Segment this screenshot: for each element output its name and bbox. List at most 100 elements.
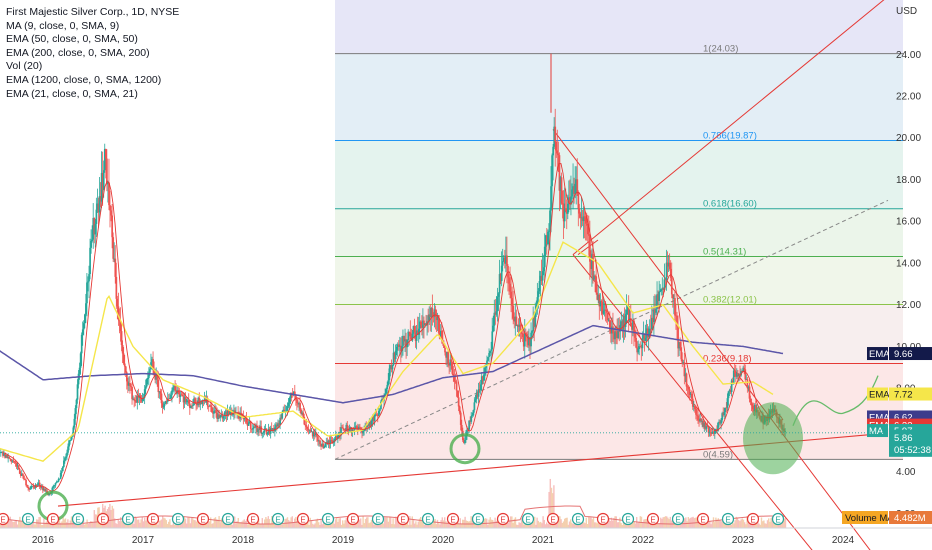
candle-body <box>245 418 248 423</box>
volume-bar <box>183 516 185 528</box>
volume-bar <box>488 519 490 528</box>
legend-item-ema21[interactable]: EMA (21, close, 0, SMA, 21) <box>6 87 138 100</box>
volume-bar <box>357 520 359 528</box>
candle-body <box>430 308 433 318</box>
volume-bar <box>686 521 688 528</box>
candle-body <box>490 349 493 351</box>
candle-body <box>197 397 200 406</box>
candle-body <box>4 452 6 458</box>
volume-bar <box>538 522 541 528</box>
price-badges: EMA9.66EMA7.72EMA6.62EMA6.23MA5.975.8605… <box>0 347 932 524</box>
earnings-marker-letter: E <box>25 516 30 525</box>
legend-item-ema1200[interactable]: EMA (1200, close, 0, SMA, 1200) <box>6 73 162 86</box>
candle-body <box>662 287 665 291</box>
candle-body <box>753 405 756 412</box>
volume-bar <box>446 522 448 528</box>
candle-body <box>561 203 564 205</box>
candle-body <box>475 393 478 400</box>
candle-body <box>569 197 571 205</box>
candle-body <box>511 298 514 306</box>
candle-body <box>575 179 578 184</box>
candle-body <box>196 403 199 406</box>
volume-bar <box>292 522 295 528</box>
volume-bar <box>572 523 574 528</box>
legend-item-ema200[interactable]: EMA (200, close, 0, SMA, 200) <box>6 46 150 59</box>
volume-bar <box>733 523 735 528</box>
volume-bar <box>594 522 596 528</box>
candle-body <box>706 426 709 427</box>
legend-item-ema50[interactable]: EMA (50, close, 0, SMA, 50) <box>6 33 138 46</box>
legend-item-volume[interactable]: Vol (20) <box>6 60 43 73</box>
volume-bar <box>692 516 694 528</box>
earnings-marker-circle <box>471 512 485 526</box>
volume-bar <box>337 521 339 528</box>
channel-cap-line <box>577 239 599 256</box>
volume-bar <box>583 522 585 528</box>
volume-bar <box>531 519 533 528</box>
volume-bar <box>595 522 597 528</box>
candle-body <box>696 414 698 416</box>
earnings-marker-circle <box>46 512 60 526</box>
volume-bar <box>91 521 93 528</box>
volume-bar <box>618 522 620 528</box>
volume-bar <box>715 517 717 528</box>
chart-title[interactable]: First Majestic Silver Corp., 1D, NYSE <box>6 6 180 18</box>
candle-body <box>585 223 588 226</box>
candle-body <box>660 289 663 292</box>
volume-bar <box>349 521 351 528</box>
earnings-marker: E <box>521 512 535 526</box>
candle-body <box>620 321 623 326</box>
legend-item-ma9[interactable]: MA (9, close, 0, SMA, 9) <box>6 19 120 32</box>
candle-body <box>563 208 566 222</box>
candle-body <box>3 452 5 456</box>
candle-body <box>144 386 147 390</box>
candle-body <box>749 398 752 402</box>
candle-body <box>409 332 412 337</box>
time-axis[interactable]: 2016 2017 2018 2019 2020 2021 2022 2023 2024 <box>0 527 932 546</box>
volume-bar <box>114 518 116 528</box>
volume-bar <box>177 522 179 528</box>
candle-body <box>502 257 505 262</box>
earnings-marker-circle <box>771 512 785 526</box>
candle-body <box>109 205 111 211</box>
volume-bar <box>57 517 59 528</box>
candle-body <box>679 341 682 348</box>
volume-bar <box>697 522 699 528</box>
candle-body <box>329 440 332 444</box>
volume-bar <box>130 523 133 528</box>
volume-bar <box>236 521 238 528</box>
earnings-marker-circle <box>196 512 210 526</box>
volume-bar <box>220 518 223 528</box>
volume-bar <box>614 516 616 528</box>
volume-bar <box>742 519 745 528</box>
volume-bar <box>151 524 153 528</box>
volume-bar <box>517 524 519 528</box>
volume-bar <box>578 523 580 528</box>
volume-bar <box>712 517 715 528</box>
candle-body <box>574 183 577 195</box>
candle-body <box>710 433 713 435</box>
volume-bar <box>544 524 547 528</box>
earnings-marker-letter: E <box>525 516 530 525</box>
candle-body <box>75 399 78 409</box>
candle-body <box>28 487 31 490</box>
candle-body <box>643 334 646 342</box>
candle-body <box>95 209 98 224</box>
earnings-marker: E <box>771 512 785 526</box>
volume-bar <box>61 521 63 528</box>
candle-body <box>268 428 271 434</box>
candle-body <box>399 345 401 347</box>
candle-body <box>528 337 530 346</box>
candle-body <box>541 271 544 281</box>
volume-bar <box>162 516 164 528</box>
volume-bar <box>384 516 386 528</box>
volume-bar <box>300 524 302 528</box>
volume-bar <box>411 516 413 528</box>
candle-body <box>592 253 594 280</box>
candle-body <box>246 422 249 426</box>
volume-bar <box>164 518 166 528</box>
candle-body <box>222 416 225 419</box>
candle-body <box>334 436 337 439</box>
candle-body <box>552 146 554 156</box>
